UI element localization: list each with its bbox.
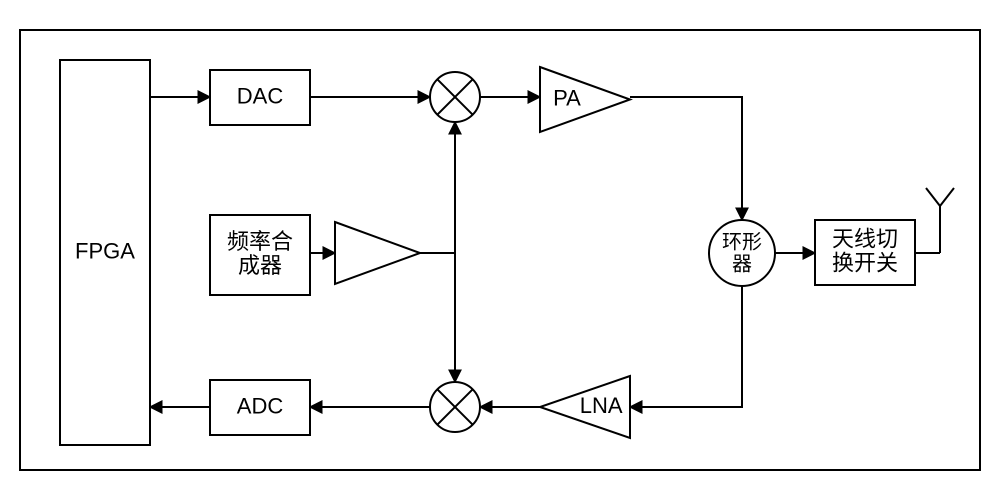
- edge-pa-circulator: [630, 97, 742, 220]
- svg-text:DAC: DAC: [237, 83, 284, 108]
- svg-text:FPGA: FPGA: [75, 238, 135, 263]
- node-mixer_tx: [430, 72, 480, 122]
- edge-circulator-lna: [630, 286, 742, 407]
- svg-text:LNA: LNA: [580, 393, 623, 418]
- svg-text:器: 器: [732, 253, 752, 275]
- svg-text:PA: PA: [553, 85, 581, 110]
- svg-text:环形: 环形: [722, 230, 762, 253]
- node-amp_lo: [335, 222, 420, 284]
- node-mixer_rx: [430, 382, 480, 432]
- svg-text:换开关: 换开关: [832, 250, 898, 275]
- svg-text:频率合: 频率合: [227, 229, 293, 254]
- svg-text:天线切: 天线切: [832, 226, 898, 251]
- node-antenna: [926, 188, 954, 253]
- svg-text:成器: 成器: [238, 253, 282, 278]
- svg-text:ADC: ADC: [237, 393, 284, 418]
